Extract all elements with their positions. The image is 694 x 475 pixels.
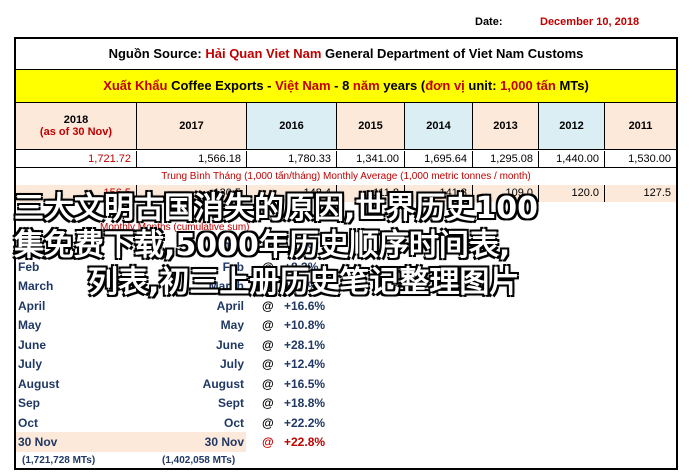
month-right: Feb <box>222 259 244 274</box>
month-left: March <box>18 279 54 293</box>
date-label: Date: <box>475 16 503 28</box>
total-2012: 1,440.00 <box>539 151 605 168</box>
average-label: Trung Bình Tháng (1,000 tấn/tháng) Month… <box>161 171 531 182</box>
month-right-current: 30 Nov <box>204 435 244 449</box>
average-2016: 148.4 <box>247 185 337 202</box>
at-sign: @ <box>262 318 274 332</box>
month-left: July <box>18 357 43 371</box>
at-sign: @ <box>262 240 274 254</box>
total-2018: 1,721.72 <box>16 151 137 168</box>
at-sign: @ <box>262 415 274 430</box>
total-2011: 1,530.00 <box>605 151 676 168</box>
at-sign: @ <box>262 298 274 313</box>
footer-right-total: (1,402,058 MTs) <box>162 455 236 466</box>
month-left: Jan <box>18 240 39 254</box>
month-right: March <box>208 279 244 293</box>
month-left: Feb <box>18 259 40 274</box>
average-2013: 109.0 <box>473 185 539 202</box>
source-title: Nguồn Source: Hải Quan Viet Nam General … <box>16 39 676 70</box>
month-right: Jan <box>223 240 244 254</box>
month-left: June <box>18 337 47 352</box>
month-left: Oct <box>18 415 39 430</box>
average-2015: 111.8 <box>337 185 405 202</box>
at-sign: @ <box>262 396 274 410</box>
average-2011: 127.5 <box>605 185 676 202</box>
year-header-2013: 2013 <box>473 103 539 150</box>
average-2014: 141.3 <box>405 185 473 202</box>
overlay-line-1: 三大文明古国消失的原因,世界历史100 <box>14 191 539 226</box>
month-left-current: 30 Nov <box>18 435 58 449</box>
average-2018: 156.5 <box>16 185 137 202</box>
month-pct-current: +22.8% <box>284 435 326 449</box>
highlight-band <box>16 432 246 452</box>
footer-left-total: (1,721,728 MTs) <box>22 455 96 466</box>
month-pct: +6.6% <box>284 279 319 293</box>
month-left: April <box>18 298 46 313</box>
month-left: August <box>18 376 60 391</box>
at-sign: @ <box>262 337 274 352</box>
month-right: Oct <box>223 415 244 430</box>
year-header-2012: 2012 <box>539 103 605 150</box>
total-2015: 1,341.00 <box>337 151 405 168</box>
month-left: Sep <box>18 396 41 410</box>
year-header-2018: 2018 (as of 30 Nov) <box>16 103 137 150</box>
month-right: July <box>219 357 244 371</box>
month-right: May <box>220 318 244 332</box>
at-sign: @ <box>262 376 274 391</box>
month-pct: +28.1% <box>284 337 326 352</box>
month-pct: +12.4% <box>284 357 326 371</box>
total-2014: 1,695.64 <box>405 151 473 168</box>
month-pct: +16.6% <box>284 298 326 313</box>
exports-title: Xuất Khẩu Coffee Exports - Việt Nam - 8 … <box>16 70 676 103</box>
year-header-2015: 2015 <box>337 103 405 150</box>
average-2012: 120.0 <box>539 185 605 202</box>
month-right: June <box>215 337 244 352</box>
month-pct: +10.8% <box>284 318 326 332</box>
year-header-2011: 2011 <box>605 103 676 150</box>
average-2017: 130.5 <box>137 185 247 202</box>
date-value: December 10, 2018 <box>540 16 640 28</box>
month-pct: +22.2% <box>284 415 326 430</box>
at-sign: @ <box>262 259 274 274</box>
total-2016: 1,780.33 <box>247 151 337 168</box>
cumulative-label: Monthly Months (cumulative sum) <box>100 222 250 233</box>
month-pct: +18.8% <box>284 396 326 410</box>
at-sign: @ <box>262 279 274 293</box>
month-pct: +16.5% <box>284 376 326 391</box>
month-right: August <box>202 376 244 391</box>
year-header-2017: 2017 <box>137 103 247 150</box>
total-2013: 1,295.08 <box>473 151 539 168</box>
month-pct: +8.3% <box>284 259 319 274</box>
watermark-overlay: 三大文明古国消失的原因,世界历史100 集免费下载,5000年历史顺序时间表, … <box>4 190 664 301</box>
overlay-line-3: 列表,初三上册历史笔记整理图片 <box>88 265 520 300</box>
overlay-line-2: 集免费下载,5000年历史顺序时间表, <box>14 228 511 263</box>
year-header-2016: 2016 <box>247 103 337 150</box>
year-header-2014: 2014 <box>405 103 473 150</box>
month-right: April <box>216 298 244 313</box>
month-pct: +4.5% <box>284 240 319 254</box>
table-frame <box>14 37 678 470</box>
month-right: Sept <box>217 396 244 410</box>
total-2017: 1,566.18 <box>137 151 247 168</box>
month-left: May <box>18 318 42 332</box>
at-sign: @ <box>262 435 274 449</box>
at-sign: @ <box>262 357 274 371</box>
